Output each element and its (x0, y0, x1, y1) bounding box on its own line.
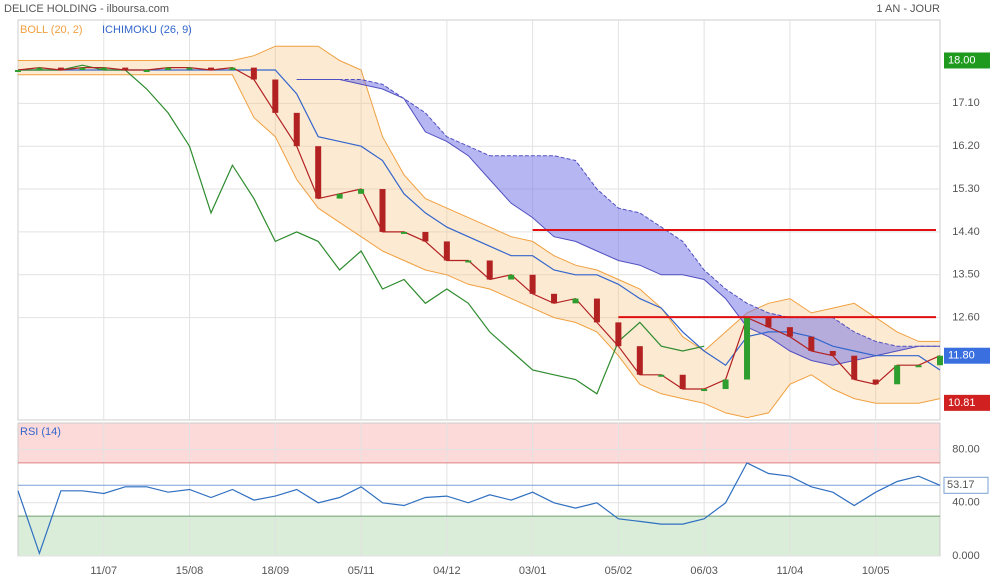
candle (529, 274, 536, 294)
y-tick-label: 80.00 (952, 444, 980, 456)
candle (615, 322, 622, 347)
candle (250, 67, 257, 80)
price-marker (944, 394, 990, 411)
price-marker-label: 11.80 (948, 350, 975, 362)
candle (79, 67, 86, 70)
x-tick-label: 10/05 (862, 565, 890, 577)
candle (701, 389, 708, 392)
x-tick-label: 05/02 (605, 565, 633, 577)
candle (937, 355, 943, 366)
candle (829, 350, 836, 356)
x-tick-label: 15/08 (176, 565, 204, 577)
y-tick-label: 14.40 (952, 226, 980, 238)
candle (744, 317, 751, 380)
rsi-marker (943, 476, 989, 494)
legend-entry: RSI (14) (20, 426, 61, 438)
candle (679, 374, 686, 390)
candle (143, 70, 150, 72)
candle (100, 67, 107, 70)
candle (636, 346, 643, 375)
y-tick-label: 0.000 (952, 550, 980, 562)
x-tick-label: 18/09 (262, 565, 290, 577)
candle (229, 67, 236, 70)
price-marker-label: 10.81 (948, 397, 976, 409)
senkou-line (296, 79, 940, 366)
candle (400, 231, 407, 234)
legend-entry: ICHIMOKU (26, 9) (102, 24, 192, 36)
candle (315, 146, 322, 199)
candle (872, 379, 879, 385)
zone (18, 423, 940, 463)
candle (851, 355, 858, 380)
x-tick-label: 11/07 (90, 565, 117, 577)
candle (572, 298, 579, 304)
x-tick-label: 04/12 (433, 565, 461, 577)
rsi-line (17, 462, 941, 556)
bollinger-line (18, 74, 941, 419)
bollinger-fill (18, 46, 940, 418)
candle (808, 336, 815, 351)
y-tick-label: 17.10 (952, 97, 980, 109)
candle (593, 298, 600, 323)
chart-title: DELICE HOLDING - ilboursa.com (4, 3, 169, 15)
price-marker (944, 347, 990, 364)
candle (722, 379, 729, 390)
candle (894, 365, 901, 385)
candle (443, 241, 450, 261)
price-marker-label: 18.00 (948, 54, 976, 66)
candle (15, 70, 21, 72)
zone (18, 516, 940, 556)
candle (551, 293, 558, 304)
candle (658, 374, 665, 377)
candle (786, 327, 793, 337)
candle (165, 67, 172, 70)
candle (379, 189, 386, 232)
candle (915, 365, 922, 368)
plot-frame (17, 19, 941, 421)
x-tick-label: 05/11 (348, 565, 375, 577)
candle (465, 260, 472, 263)
candle (486, 260, 493, 280)
candle (207, 67, 214, 70)
y-tick-label: 16.20 (952, 140, 980, 152)
y-tick-label: 40.00 (952, 497, 980, 509)
x-tick-label: 03/01 (519, 565, 547, 577)
candle (36, 67, 43, 70)
bollinger-line (18, 45, 940, 352)
ichimoku-cloud (296, 79, 941, 366)
candle (186, 67, 193, 70)
candle (336, 193, 343, 199)
x-tick-label: 06/03 (690, 565, 718, 577)
legend-entry: BOLL (20, 2) (20, 24, 83, 36)
chikou-line (18, 64, 705, 395)
y-tick-label: 12.60 (952, 312, 980, 324)
candle (765, 317, 772, 328)
candle (422, 231, 429, 242)
kijun-line (18, 69, 941, 371)
candle (293, 112, 300, 147)
candle (272, 79, 279, 113)
candle (57, 67, 64, 70)
y-tick-label: 13.50 (952, 269, 980, 281)
y-tick-label: 15.30 (952, 183, 980, 195)
rsi-marker-label: 53.17 (947, 479, 975, 491)
candle (358, 189, 365, 194)
price-marker (944, 52, 990, 69)
candle (508, 274, 515, 280)
price-line (17, 66, 941, 390)
chart-subtitle: 1 AN - JOUR (876, 3, 940, 15)
candle (122, 67, 129, 70)
x-tick-label: 11/04 (777, 565, 804, 577)
